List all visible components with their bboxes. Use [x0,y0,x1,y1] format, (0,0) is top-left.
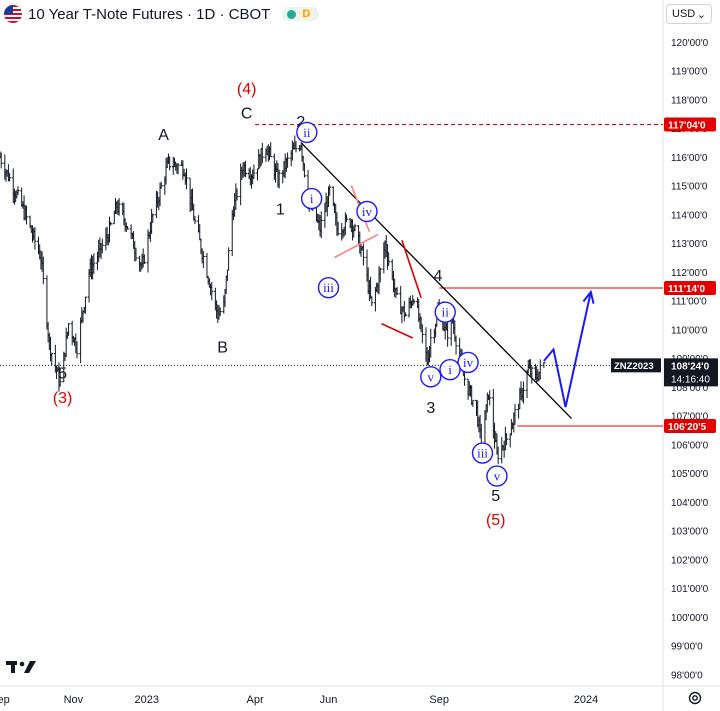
wave-label: iii [323,280,334,295]
price-tick-label: 101'00'0 [671,584,709,595]
wave-circle [434,301,456,323]
price-tick-label: 116'00'0 [671,153,708,164]
drawing-lines [300,142,595,420]
price-bars [0,135,546,465]
wave-label: 1 [276,202,285,219]
price-tick-label: 103'00'0 [671,527,709,538]
time-tick-label: Sep [429,694,449,706]
price-tick-label: 107'00'0 [671,412,709,423]
chevron-down-icon: ⌄ [696,8,706,21]
last-price-tag [664,358,718,387]
level-tag [664,419,716,434]
price-tick-label: 113'00'0 [671,239,708,250]
wave-label: (3) [53,390,73,407]
wave-label: v [494,469,501,484]
last-price-label: 108'24'0 [671,361,710,372]
level-tag [664,117,716,132]
price-tick-label: 112'00'0 [671,268,708,279]
price-tick-label: 115'00'0 [671,182,708,193]
countdown-label: 14:16:40 [671,374,710,385]
price-tick-label: 108'00'0 [671,383,709,394]
price-levels [0,123,663,427]
projection-path [543,291,592,408]
symbol-tag [611,358,661,373]
price-tick-label: 100'00'0 [671,613,709,624]
wave-label: i [448,362,452,377]
wave-circle [296,121,318,144]
time-tick-label: Sep [0,694,10,706]
wave-label: iii [477,446,488,461]
price-tick-label: 118'00'0 [671,95,708,106]
time-tick-label: Apr [247,694,264,706]
price-tick-label: 98'00'0 [671,670,703,681]
wave-circle [300,187,323,210]
wave-label: C [241,105,253,122]
settings-gear-icon[interactable] [686,690,704,708]
wave-label: B [217,340,228,357]
wave-circle [420,366,442,388]
wave-label: A [158,127,169,144]
price-tick-label: 119'00'0 [671,67,708,78]
wave-label: ii [303,125,311,140]
price-tick-label: 111'00'0 [671,297,707,308]
us-flag-icon [4,5,22,23]
level-tag-label: 106'20'5 [668,422,707,433]
wave-label: iv [463,355,474,370]
wave-label: (4) [237,81,257,98]
tradingview-logo [6,655,38,679]
level-tag [664,281,716,296]
channel-line [334,233,379,259]
currency-dropdown[interactable]: USD ⌄ [666,4,712,24]
gear-icon [688,691,702,705]
status-badges: D [282,7,320,21]
wave-label: 2 [296,114,305,131]
time-tick-label: Jun [320,694,338,706]
wave-label: i [310,191,314,206]
level-tag-label: 111'14'0 [668,284,705,295]
wave-label: 4 [434,268,443,285]
wave-label: iv [362,204,373,219]
price-tick-label: 102'00'0 [671,555,709,566]
symbol-title[interactable]: 10 Year T-Note Futures · 1D · CBOT [28,5,271,23]
wave-label: 3 [426,400,435,417]
price-axis[interactable]: 120'00'0119'00'0118'00'0117'00'0116'00'0… [611,38,718,682]
wave-label: ii [442,305,450,320]
wave-circle [317,276,340,299]
wave-label: (5) [486,512,506,529]
projection-arrowhead [582,289,595,304]
trendline [300,142,573,420]
symbol-tag-label: ZNZ2023 [614,361,654,372]
price-tick-label: 114'00'0 [671,210,708,221]
price-tick-label: 106'00'0 [671,440,709,451]
wave-circle [471,442,494,464]
price-tick-label: 99'00'0 [671,642,703,653]
level-tag-label: 117'04'0 [668,120,706,131]
wave-label: 5 [58,366,67,383]
market-status-icon [287,9,297,19]
price-tick-label: 110'00'0 [671,325,708,336]
price-tick-label: 105'00'0 [671,469,709,480]
wave-circle [486,465,508,487]
delayed-badge: D [298,8,315,20]
time-tick-label: Nov [64,694,84,706]
time-tick-label: 2023 [135,694,159,706]
chart-header: 10 Year T-Note Futures · 1D · CBOT D [0,0,320,28]
time-axis[interactable]: Sep Nov 2023 Apr Jun Sep 2024 [0,694,598,706]
wave-circle [356,200,378,223]
price-tick-label: 120'00'0 [671,38,709,49]
wave-label: 5 [491,488,500,505]
channel-line [401,239,422,299]
price-tick-label: 104'00'0 [671,498,709,509]
wave-circle [457,351,479,374]
wave-label: v [428,369,435,384]
currency-label: USD [672,8,696,20]
channel-line [381,322,414,339]
wave-circle [439,358,461,381]
time-tick-label: 2024 [574,694,598,706]
tradingview-logo-mark [6,661,36,673]
